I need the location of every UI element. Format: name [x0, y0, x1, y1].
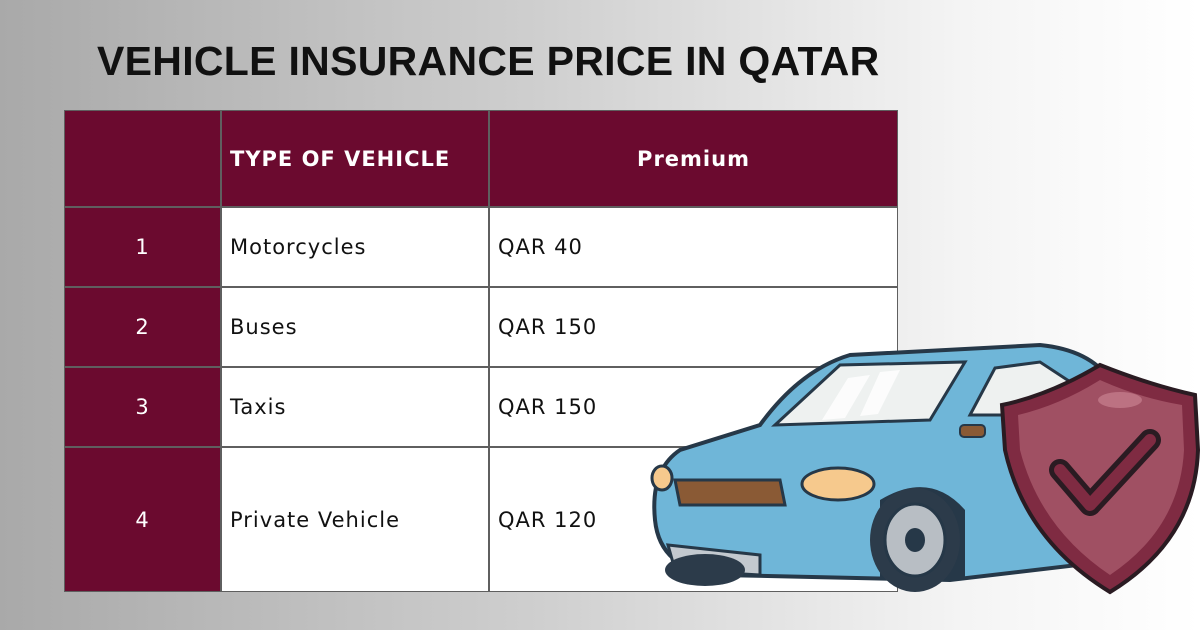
header-cell: TYPE OF VEHICLE: [221, 110, 489, 207]
header-cell: Premium: [489, 110, 898, 207]
table: TYPE OF VEHICLE Premium 1 Motorcycles QAR 40…: [64, 110, 898, 592]
table-cell: Buses: [221, 287, 489, 367]
title: VEHICLE INSURANCE PRICE IN QATAR: [97, 38, 880, 84]
row-number: 1: [64, 207, 221, 287]
header-cell: [64, 110, 221, 207]
row-number: 2: [64, 287, 221, 367]
row-number: 4: [64, 447, 221, 592]
table-cell: Taxis: [221, 367, 489, 447]
table-cell: Motorcycles: [221, 207, 489, 287]
table-cell: Private Vehicle: [221, 447, 489, 592]
table-cell: QAR 150: [489, 287, 898, 367]
table-cell: QAR 40: [489, 207, 898, 287]
row-number: 3: [64, 367, 221, 447]
